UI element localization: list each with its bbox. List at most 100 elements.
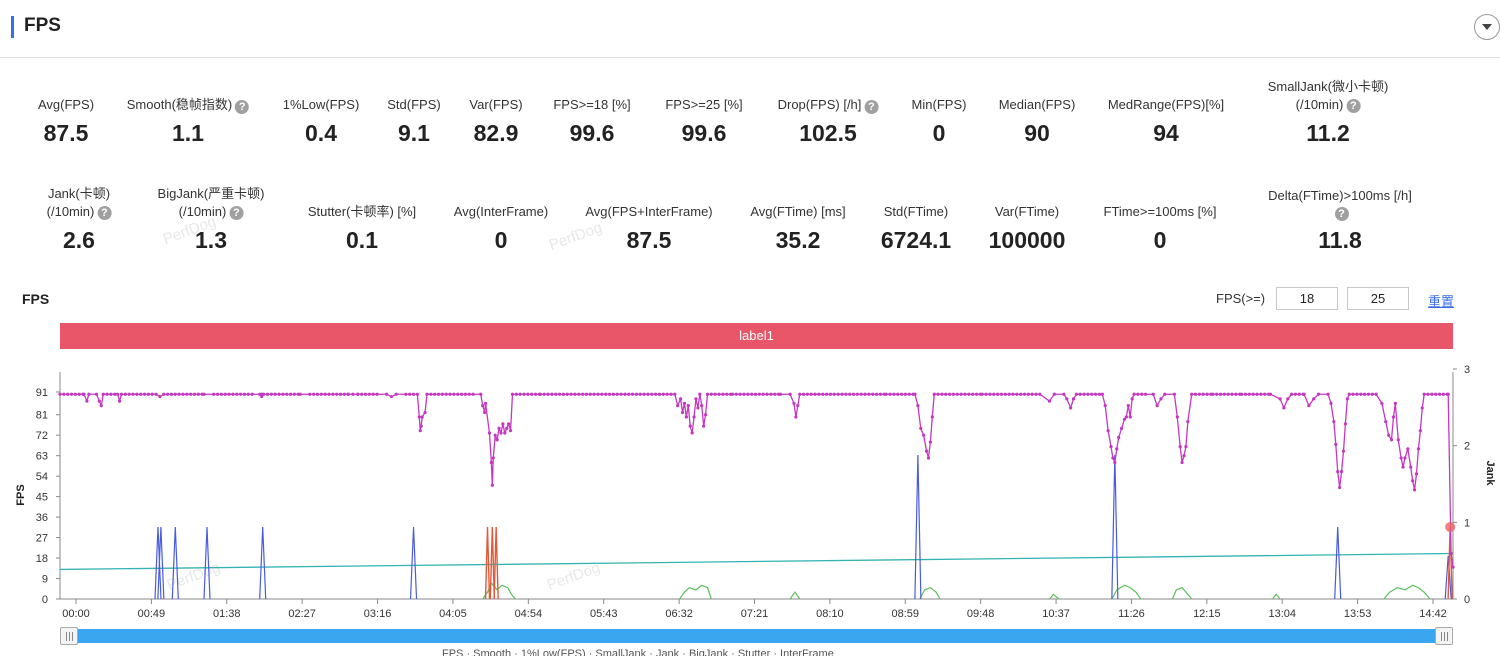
metric-label-text: Drop(FPS) [/h]	[777, 97, 862, 112]
fps-point	[634, 392, 639, 396]
fps-line	[60, 393, 1454, 568]
metric-label: Stutter(卡顿率) [%]	[308, 185, 416, 221]
fps-point	[765, 392, 769, 396]
fps-point	[530, 392, 534, 396]
metric-label-unit: (/10min)?	[158, 203, 265, 221]
fps-point	[542, 392, 546, 396]
fps-point	[1019, 392, 1023, 396]
fps-point	[984, 392, 988, 396]
fps-point	[554, 392, 558, 396]
fps-point	[1163, 392, 1167, 396]
fps-point	[577, 392, 581, 396]
fps-point	[1086, 392, 1090, 396]
slider-right-handle[interactable]	[1435, 627, 1453, 645]
y-tick-label: 63	[36, 451, 48, 463]
help-icon[interactable]: ?	[229, 205, 244, 220]
fps-point	[1247, 392, 1251, 396]
fps-point	[588, 392, 592, 396]
fps-point	[1293, 392, 1298, 396]
metric-value: 87.5	[626, 227, 672, 253]
fps-point	[604, 392, 608, 396]
fps-threshold-input-1[interactable]	[1276, 287, 1338, 310]
fps-point	[1286, 397, 1290, 401]
chart-legend[interactable]: FPS · Smooth · 1%Low(FPS) · SmallJank · …	[442, 648, 834, 656]
time-range-slider[interactable]	[60, 627, 1453, 645]
help-icon[interactable]: ?	[235, 100, 250, 114]
fps-point	[62, 392, 66, 396]
x-tick-label: 06:32	[665, 608, 693, 620]
fps-point	[425, 392, 429, 396]
fps-point	[181, 392, 185, 396]
fps-point	[690, 431, 694, 435]
fps-point	[999, 392, 1004, 396]
fps-point	[996, 392, 1000, 396]
fps-point	[109, 392, 113, 396]
fps-point	[202, 392, 206, 396]
fps-point	[855, 392, 859, 396]
fps-point	[1387, 433, 1391, 437]
fps-point	[705, 392, 710, 396]
fps-point	[185, 392, 189, 396]
section-header: FPS	[0, 0, 1500, 58]
fps-point	[1122, 417, 1127, 421]
jank-spike	[154, 526, 162, 600]
fps-point	[892, 392, 896, 396]
smooth-line-segment	[679, 584, 712, 600]
fps-point	[1326, 392, 1330, 396]
fps-threshold-input-2[interactable]	[1347, 287, 1409, 310]
fps-point	[1332, 419, 1336, 424]
slider-track[interactable]	[70, 629, 1443, 643]
fps-point	[1374, 392, 1378, 396]
fps-point	[913, 392, 917, 396]
bigjank-spike	[484, 526, 491, 600]
fps-point	[940, 392, 944, 396]
fps-point	[627, 392, 631, 396]
reset-link[interactable]: 重置	[1428, 294, 1455, 309]
fps-point	[1316, 392, 1321, 396]
fps-point	[694, 397, 698, 401]
fps-point	[947, 392, 952, 396]
help-icon[interactable]: ?	[864, 100, 879, 114]
fps-point	[219, 392, 223, 396]
fps-point	[1418, 429, 1422, 433]
metric-label-text: FPS>=18 [%]	[553, 97, 631, 112]
fps-point	[734, 392, 738, 396]
metric-value: 94	[1153, 120, 1179, 146]
y-tick-label: 27	[36, 533, 48, 545]
fps-point	[569, 392, 573, 396]
fps-point	[1211, 392, 1215, 396]
metric-card: Std(FTime) 6724.1	[881, 185, 951, 253]
collapse-toggle-button[interactable]	[1474, 14, 1500, 40]
help-icon[interactable]: ?	[97, 205, 112, 220]
fps-point	[657, 392, 662, 396]
metric-label-text: 1%Low(FPS)	[282, 97, 360, 112]
x-tick-label: 04:05	[439, 608, 467, 620]
metric-card: Stutter(卡顿率) [%] 0.1	[308, 185, 416, 253]
x-tick-label: 03:16	[364, 608, 392, 620]
fps-point	[584, 392, 589, 396]
fps-point	[505, 426, 509, 430]
slider-left-handle[interactable]	[60, 627, 78, 645]
metric-label-text: Std(FPS)	[387, 97, 441, 112]
fps-point	[1117, 435, 1121, 440]
fps-point	[798, 392, 802, 396]
help-icon[interactable]: ?	[1346, 98, 1361, 113]
fps-point	[988, 392, 992, 396]
help-icon[interactable]: ?	[1334, 207, 1349, 221]
fps-point	[1329, 401, 1333, 405]
fps-point	[385, 392, 389, 396]
fps-point	[821, 392, 825, 396]
fps-point	[1140, 392, 1144, 396]
fps-point	[242, 392, 247, 396]
label-bar[interactable]: label1	[60, 323, 1453, 349]
fps-point	[788, 392, 792, 396]
x-tick-label: 05:43	[590, 608, 618, 620]
fps-point	[1078, 392, 1082, 396]
fps-point	[1420, 406, 1424, 410]
fps-point	[1406, 447, 1410, 451]
fps-point	[769, 392, 773, 396]
fps-chart[interactable]: 0 9 18 27 36 45 54 63 72 81 91 0 1 2 3 FPS Jank 00:00 00:4…	[0, 355, 1500, 627]
metric-label: Jank(卡顿) (/10min)?	[47, 185, 112, 221]
metric-card: Avg(FPS+InterFrame) 87.5	[585, 185, 712, 253]
fps-point	[154, 392, 158, 396]
